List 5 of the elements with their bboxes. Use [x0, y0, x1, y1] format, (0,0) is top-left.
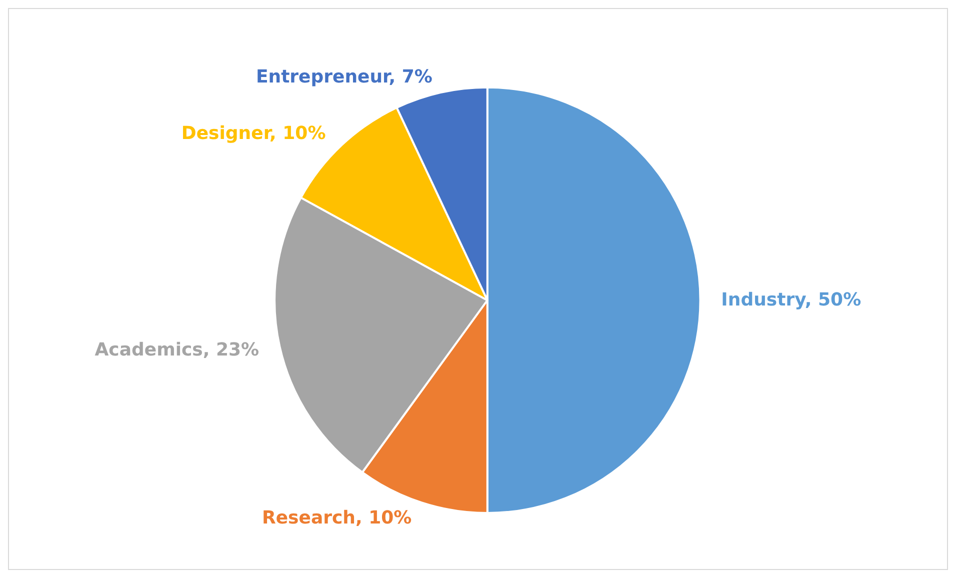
slice-label: Designer, 10% [181, 122, 326, 144]
slice-label: Entrepreneur, 7% [256, 66, 432, 88]
slice-label: Industry, 50% [721, 290, 862, 311]
slice-label: Academics, 23% [94, 340, 260, 361]
slice-label: Research, 10% [262, 507, 412, 528]
